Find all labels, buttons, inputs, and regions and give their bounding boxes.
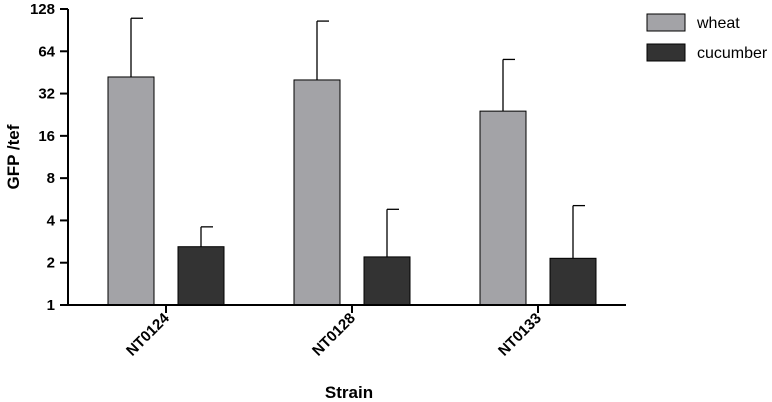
x-tick-label: NT0133 <box>495 310 545 360</box>
y-tick-label: 1 <box>47 297 55 314</box>
x-tick-label: NT0128 <box>309 310 359 360</box>
axes <box>67 9 626 306</box>
y-ticks: 1 2 4 8 16 32 64 128 <box>30 1 68 314</box>
legend: wheat cucumber <box>646 13 768 62</box>
legend-label-cucumber: cucumber <box>697 45 768 62</box>
y-tick-label: 8 <box>47 170 55 187</box>
error-bars <box>130 17 585 259</box>
y-tick-label: 128 <box>30 1 55 18</box>
bar-cucumber-NT0124 <box>177 246 225 306</box>
x-ticks: NT0124 NT0128 NT0133 <box>123 305 545 360</box>
bar-wheat-NT0128 <box>293 79 341 306</box>
x-tick-label: NT0124 <box>123 309 173 359</box>
y-tick-label: 16 <box>38 128 55 145</box>
bars <box>107 76 597 306</box>
y-axis-title: GFP /tef <box>4 124 23 189</box>
legend-swatch-wheat <box>646 13 686 32</box>
x-axis-title: Strain <box>325 383 373 402</box>
y-tick-label: 64 <box>38 43 55 60</box>
legend-swatch-cucumber <box>646 43 686 62</box>
legend-label-wheat: wheat <box>696 15 740 32</box>
y-tick-label: 32 <box>38 86 55 103</box>
bar-wheat-NT0133 <box>479 110 527 306</box>
y-tick-label: 4 <box>47 212 56 229</box>
y-tick-label: 2 <box>47 255 55 272</box>
bar-wheat-NT0124 <box>107 76 155 306</box>
bar-cucumber-NT0133 <box>549 257 597 306</box>
bar-cucumber-NT0128 <box>363 256 411 306</box>
